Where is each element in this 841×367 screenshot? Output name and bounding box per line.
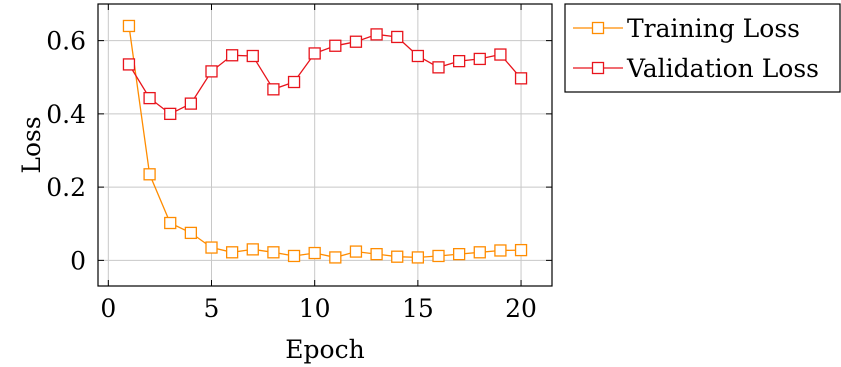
x-tick-label: 20	[505, 294, 537, 323]
legend-item-validation-loss: Validation Loss	[573, 54, 819, 83]
validation-loss-point	[370, 28, 383, 41]
validation-loss-point	[267, 83, 280, 96]
training-loss-point	[452, 247, 466, 261]
validation-loss-point	[225, 49, 239, 62]
training-loss-point	[122, 19, 136, 33]
validation-loss-point	[514, 72, 528, 85]
validation-loss-point	[329, 39, 342, 52]
series-layer	[122, 19, 528, 264]
training-loss-point	[349, 245, 363, 258]
training-loss-point	[225, 246, 239, 259]
validation-loss-series	[122, 28, 528, 121]
validation-loss-point	[205, 65, 218, 78]
validation-loss-point	[122, 58, 136, 71]
grid-lines	[98, 4, 552, 286]
training-loss-point	[246, 243, 259, 256]
training-loss-point	[308, 246, 321, 260]
legend-item-training-loss: Training Loss	[573, 14, 800, 43]
training-loss-point	[267, 246, 280, 259]
plot-area-frame	[97, 3, 553, 287]
legend-label: Training Loss	[627, 14, 800, 43]
y-tick-label: 0.6	[46, 27, 86, 56]
x-tick-label: 15	[402, 294, 434, 323]
y-tick-label: 0.4	[46, 100, 86, 129]
validation-loss-point	[391, 30, 404, 44]
validation-loss-point	[349, 35, 363, 48]
training-loss-point	[494, 244, 507, 257]
validation-loss-point	[184, 97, 198, 110]
validation-loss-point	[308, 47, 321, 60]
validation-loss-point	[452, 54, 466, 68]
validation-loss-point	[287, 75, 301, 89]
legend-swatch-marker	[591, 21, 605, 35]
training-loss-point	[184, 226, 198, 240]
training-loss-point	[143, 168, 156, 181]
validation-loss-point	[432, 61, 445, 74]
legend-box	[564, 3, 841, 93]
legend-label: Validation Loss	[626, 54, 819, 83]
legend-swatch-marker	[591, 61, 605, 75]
axis-ticks: 0 5 10 15 20 0 0.2 0.4 0.6	[46, 4, 552, 323]
x-tick-label: 0	[100, 294, 116, 323]
y-axis-label: Loss	[17, 116, 46, 173]
training-loss-point	[411, 251, 425, 264]
y-tick-label: 0.2	[46, 173, 86, 202]
validation-loss-point	[164, 107, 177, 121]
training-loss-point	[329, 251, 342, 264]
training-loss-point	[391, 250, 404, 263]
training-loss-point	[514, 243, 528, 257]
legend: Training Loss Validation Loss	[564, 3, 841, 93]
validation-loss-point	[473, 52, 486, 66]
x-tick-label: 5	[204, 294, 220, 323]
training-loss-series	[122, 19, 528, 264]
training-loss-point	[473, 246, 486, 259]
x-tick-label: 10	[299, 294, 331, 323]
validation-loss-point	[246, 49, 259, 63]
y-tick-label: 0	[70, 246, 86, 275]
training-loss-point	[164, 216, 177, 230]
training-loss-point	[287, 249, 301, 263]
validation-loss-point	[494, 48, 507, 61]
training-loss-point	[432, 249, 445, 263]
training-loss-point	[370, 247, 383, 261]
training-loss-point	[205, 241, 218, 254]
x-axis-label: Epoch	[285, 335, 364, 364]
validation-loss-point	[411, 49, 425, 63]
validation-loss-point	[143, 91, 156, 105]
